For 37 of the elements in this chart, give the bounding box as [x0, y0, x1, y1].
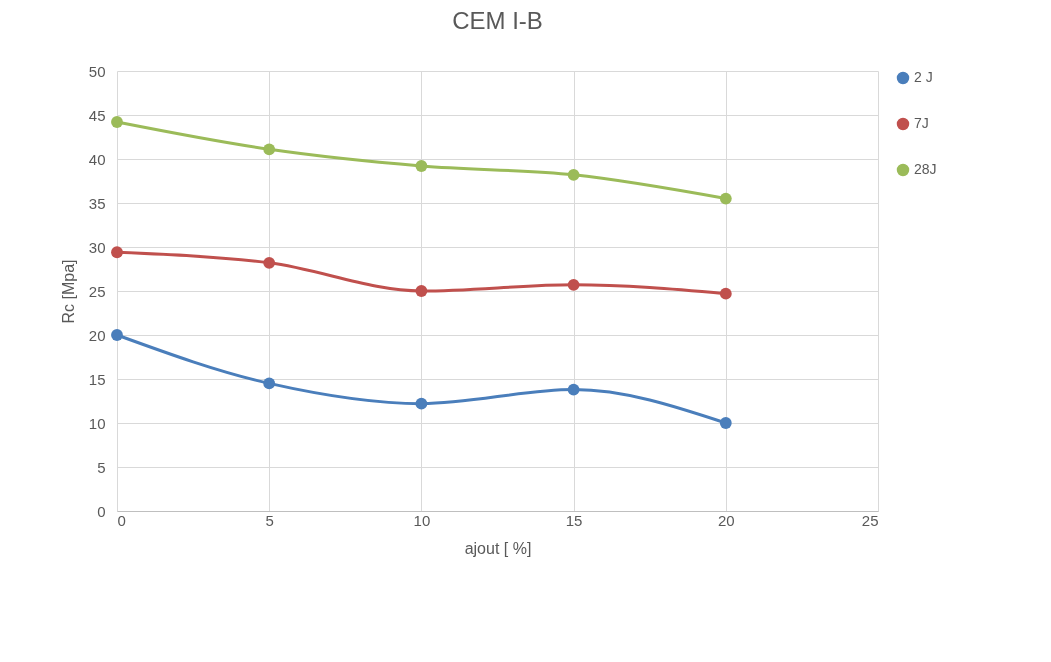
y-tick-label: 10: [88, 414, 106, 432]
point: [111, 116, 123, 128]
y-tick-label: 35: [88, 194, 106, 212]
point: [263, 143, 276, 156]
point: [567, 168, 580, 181]
point: [415, 160, 428, 172]
point: [567, 278, 580, 291]
y-tick-label: 40: [88, 150, 106, 168]
y-tick-label: 30: [88, 238, 106, 256]
x-tick-label: 25: [861, 511, 879, 529]
point: [719, 192, 732, 205]
x-tick-label: 15: [565, 511, 583, 529]
y-tick-label: 50: [88, 62, 106, 80]
x-tick-label: 20: [717, 511, 735, 529]
point: [111, 329, 123, 341]
y-tick-label: 15: [88, 370, 106, 388]
legend-label: 7J: [914, 115, 929, 131]
x-tick-label: 5: [265, 511, 274, 529]
point: [111, 246, 123, 259]
x-tick-label: 10: [413, 511, 431, 529]
y-tick-label: 45: [88, 106, 106, 124]
x-axis-title: ajout [ %]: [464, 539, 532, 557]
point: [415, 397, 428, 410]
y-axis-title: Rc [Mpa]: [59, 259, 77, 324]
point: [415, 285, 428, 297]
y-tick-label: 5: [97, 458, 106, 476]
point: [263, 377, 276, 390]
legend-label: 28J: [914, 161, 937, 177]
point: [719, 287, 732, 300]
x-tick-label: 0: [117, 511, 126, 529]
y-tick-label: 25: [88, 282, 106, 300]
point: [719, 417, 732, 429]
y-tick-label: 20: [88, 326, 106, 344]
legend-label: 2 J: [914, 69, 933, 85]
point: [263, 256, 276, 269]
chart-title: CEM I-B: [452, 7, 543, 34]
point: [567, 383, 580, 396]
